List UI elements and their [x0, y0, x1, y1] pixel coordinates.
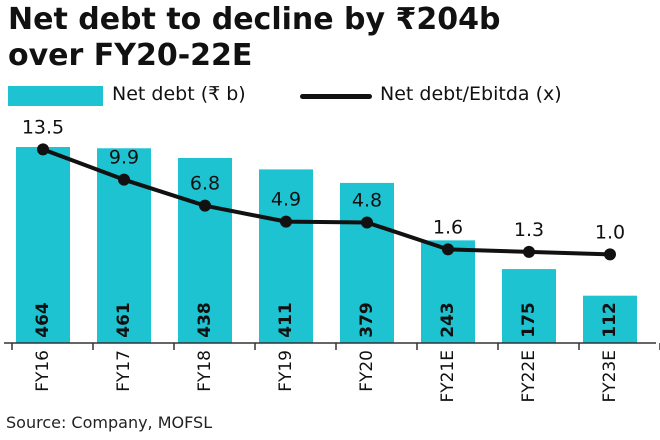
- line-point-FY20: [361, 216, 373, 229]
- line-label-FY16: 13.5: [22, 116, 64, 138]
- legend-bar-swatch: [8, 86, 103, 106]
- bar-FY16: [16, 147, 70, 343]
- chart-title: Net debt to decline by ₹204b over FY20-2…: [8, 2, 648, 74]
- bar-value-FY19: 411: [276, 302, 296, 338]
- x-tick-label-FY20: FY20: [357, 350, 377, 392]
- bar-FY21E: [421, 240, 475, 343]
- bar-FY23E: [583, 295, 637, 343]
- line-label-FY23E: 1.0: [595, 221, 625, 243]
- x-tick-label-FY22E: FY22E: [519, 350, 539, 403]
- legend: Net debt (₹ b) Net debt/Ebitda (x): [8, 83, 658, 110]
- bar-value-FY23E: 112: [600, 302, 620, 338]
- line-series-net-debt-ebitda: [41, 147, 612, 257]
- line-label-FY22E: 1.3: [514, 219, 544, 241]
- x-tick-label-FY21E: FY21E: [438, 350, 458, 403]
- line-label-FY21E: 1.6: [433, 216, 463, 238]
- bar-value-FY16: 464: [33, 302, 53, 338]
- line-point-FY21E: [442, 243, 454, 256]
- line-label-FY18: 6.8: [190, 173, 220, 195]
- bar-value-FY21E: 243: [438, 302, 458, 338]
- bar-value-FY22E: 175: [519, 302, 539, 338]
- bar-FY20: [340, 182, 394, 343]
- chart-title-line1: Net debt to decline by ₹204b: [8, 2, 501, 37]
- bar-FY19: [259, 169, 313, 343]
- bar-value-FY18: 438: [195, 302, 215, 338]
- line-point-FY17: [118, 173, 130, 186]
- x-tick-label-FY18: FY18: [195, 350, 215, 392]
- x-tick-label-FY19: FY19: [276, 350, 296, 392]
- x-tick-label-FY17: FY17: [114, 350, 134, 392]
- bar-FY18: [178, 157, 232, 343]
- bar-value-FY20: 379: [357, 302, 377, 338]
- legend-bar-label: Net debt (₹ b): [112, 83, 246, 105]
- source-note: Source: Company, MOFSL: [6, 413, 213, 432]
- line-label-FY17: 9.9: [109, 147, 139, 169]
- legend-line-swatch: [300, 94, 372, 99]
- line-point-FY22E: [523, 245, 535, 258]
- line-point-FY16: [37, 143, 49, 156]
- line-point-FY18: [199, 199, 211, 212]
- line-label-FY20: 4.8: [352, 189, 382, 211]
- chart-title-line2: over FY20-22E: [8, 38, 253, 73]
- line-point-FY19: [280, 215, 292, 228]
- bar-value-FY17: 461: [114, 302, 134, 338]
- line-label-FY19: 4.9: [271, 189, 301, 211]
- x-tick-label-FY23E: FY23E: [600, 350, 620, 403]
- legend-line-label: Net debt/Ebitda (x): [380, 83, 562, 105]
- bar-FY22E: [502, 269, 556, 343]
- line-point-FY23E: [604, 248, 616, 261]
- x-tick-label-FY16: FY16: [33, 350, 53, 392]
